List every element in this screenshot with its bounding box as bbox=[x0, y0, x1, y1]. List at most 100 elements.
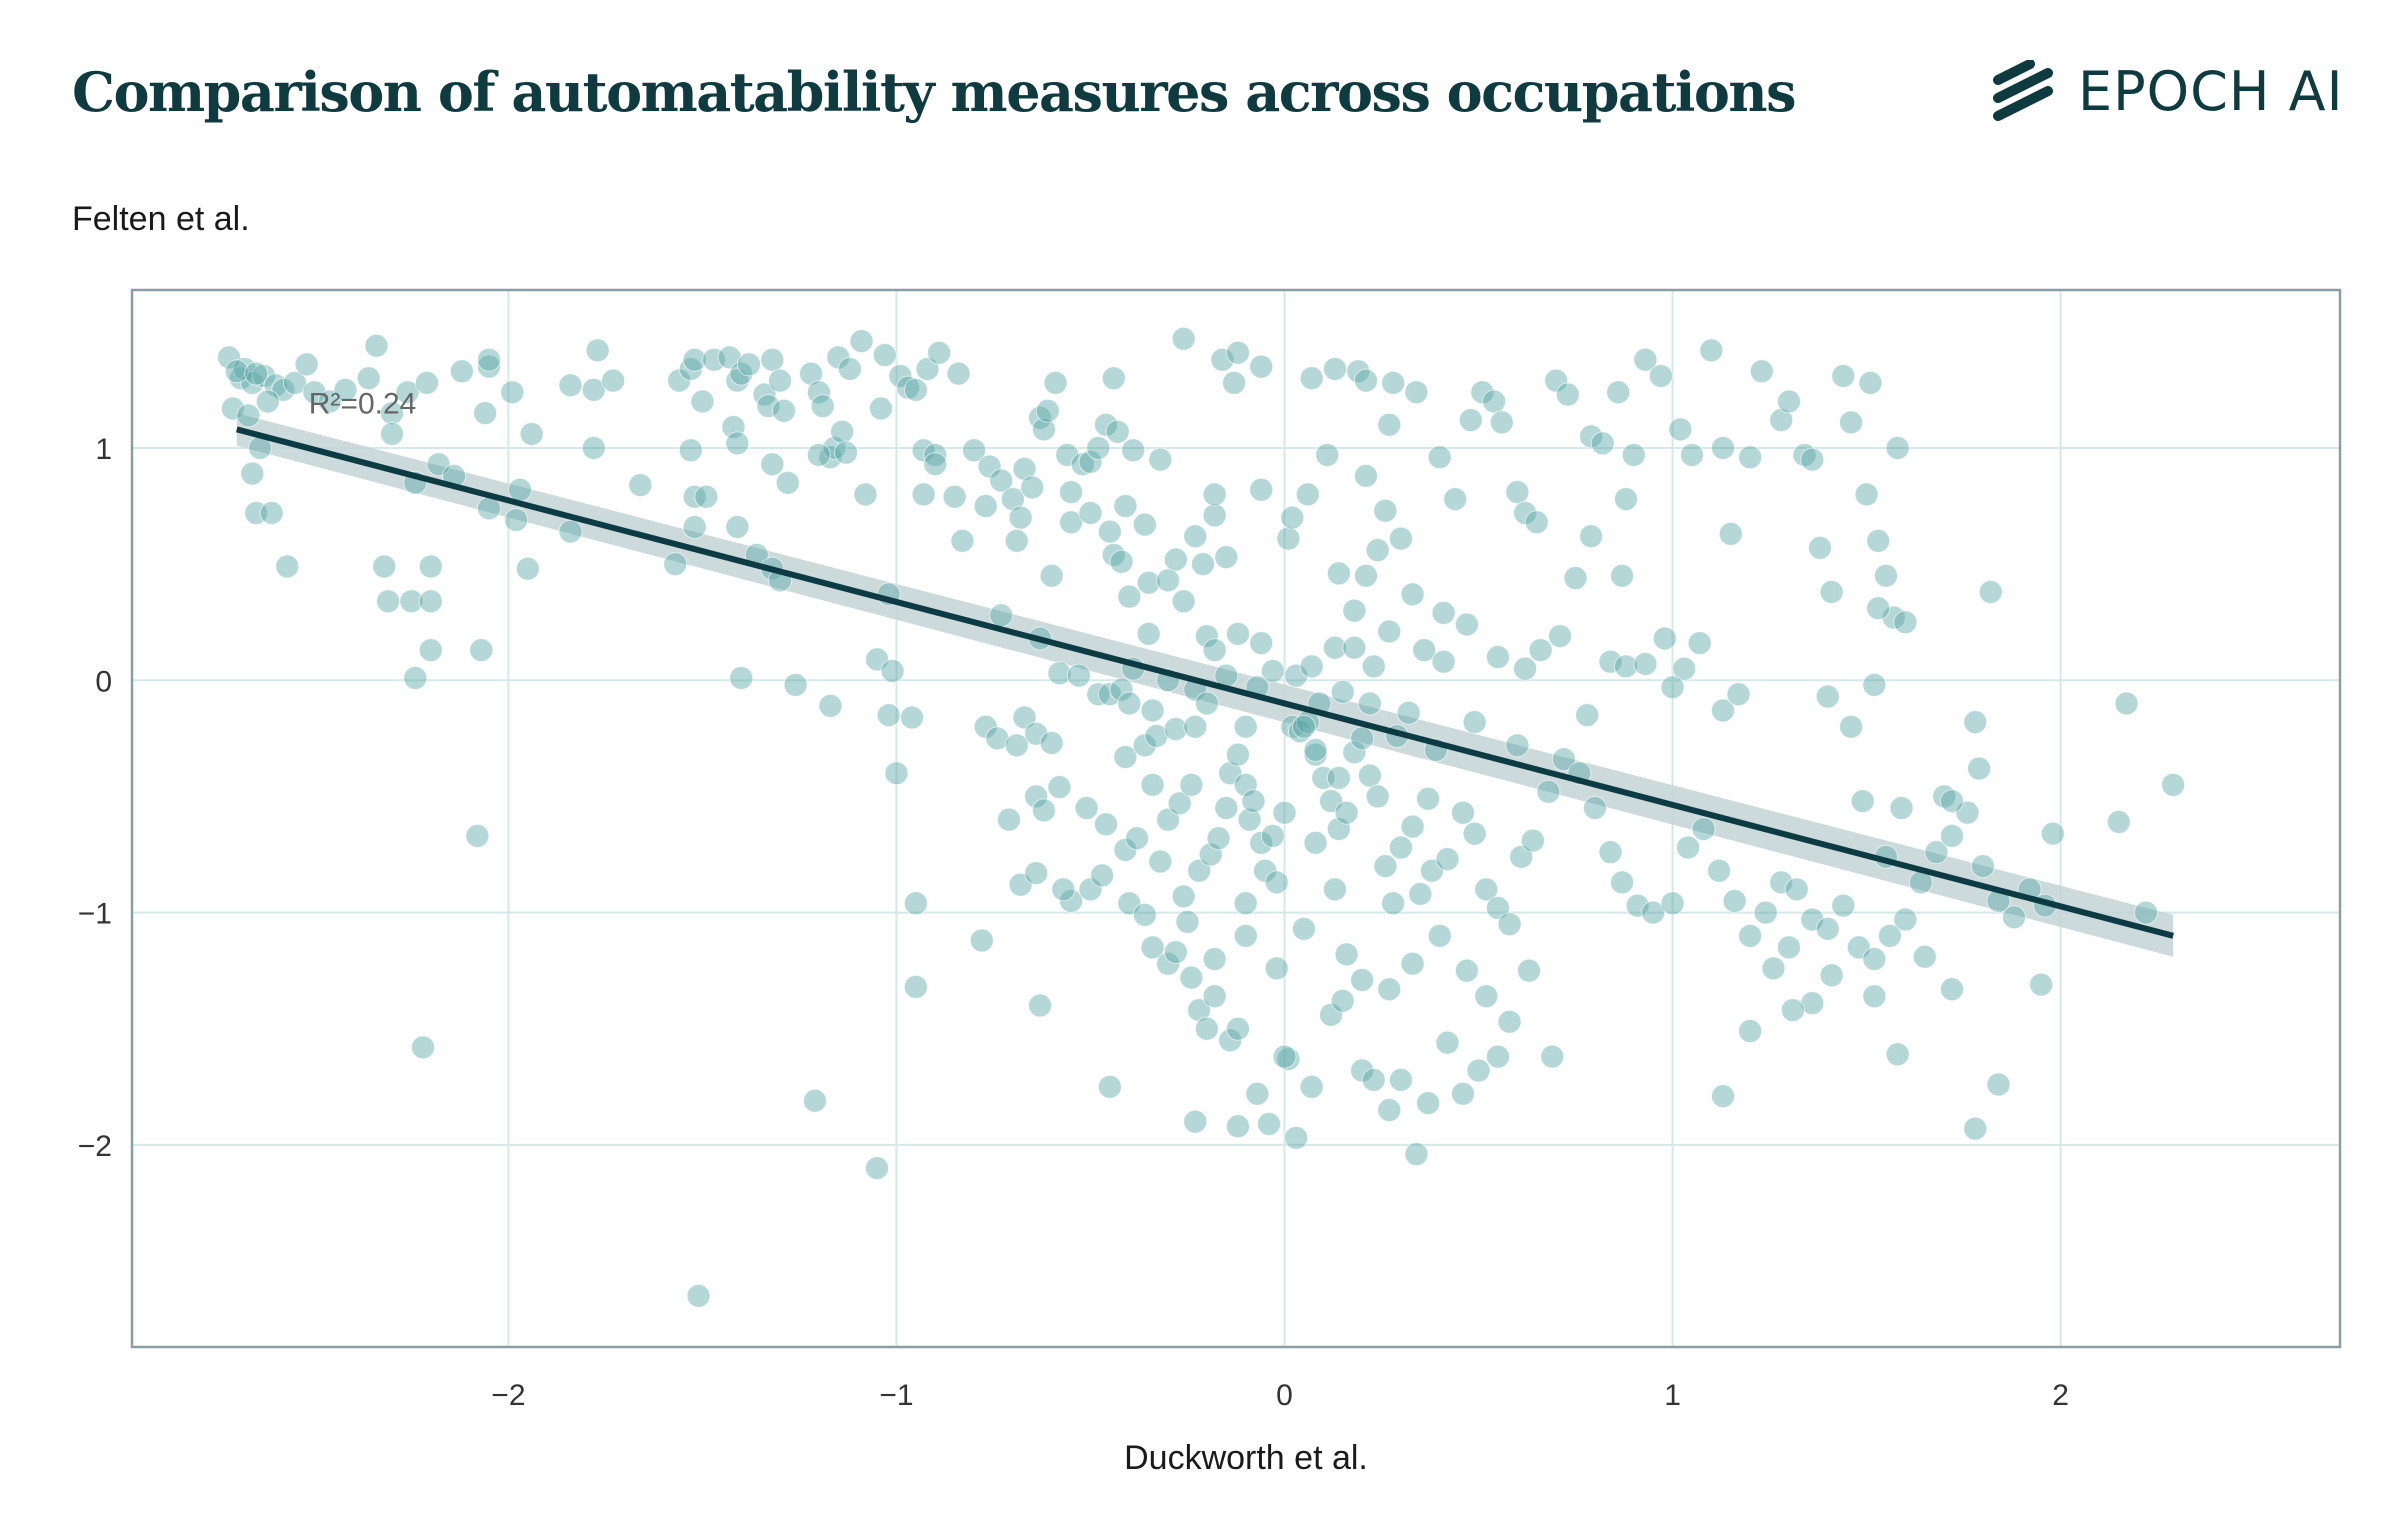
data-point bbox=[1831, 893, 1856, 918]
data-point bbox=[1932, 784, 1957, 809]
data-point bbox=[1256, 1111, 1281, 1136]
data-point bbox=[1148, 849, 1173, 874]
data-point bbox=[465, 823, 490, 848]
data-point bbox=[515, 556, 540, 581]
data-point bbox=[1361, 654, 1386, 679]
data-point bbox=[1024, 721, 1049, 746]
epoch-logo[interactable]: EPOCH AI bbox=[1990, 58, 2344, 124]
data-point bbox=[255, 389, 280, 414]
data-point bbox=[1482, 389, 1507, 414]
data-point bbox=[1163, 547, 1188, 572]
data-point bbox=[1330, 679, 1355, 704]
data-point bbox=[1404, 1142, 1429, 1167]
data-point bbox=[1218, 1028, 1243, 1053]
data-point bbox=[418, 638, 443, 663]
data-point bbox=[1222, 370, 1247, 395]
data-point bbox=[1885, 435, 1910, 460]
data-point bbox=[1738, 445, 1763, 470]
data-point bbox=[1536, 779, 1561, 804]
data-point bbox=[1140, 772, 1165, 797]
data-point bbox=[1485, 895, 1510, 920]
data-point bbox=[1718, 521, 1743, 546]
data-point bbox=[1939, 789, 1964, 814]
data-point bbox=[414, 370, 439, 395]
data-point bbox=[1381, 891, 1406, 916]
data-point bbox=[1334, 800, 1359, 825]
data-point bbox=[1031, 417, 1056, 442]
data-point bbox=[1035, 398, 1060, 423]
data-point bbox=[923, 442, 948, 467]
data-point bbox=[663, 552, 688, 577]
data-point bbox=[725, 368, 750, 393]
data-point bbox=[768, 368, 793, 393]
data-point bbox=[1412, 638, 1437, 663]
data-point bbox=[1641, 900, 1666, 925]
data-point bbox=[760, 452, 785, 477]
data-point bbox=[1761, 956, 1786, 981]
data-point bbox=[1625, 893, 1650, 918]
data-point bbox=[477, 354, 502, 379]
data-point bbox=[1986, 1072, 2011, 1097]
data-point bbox=[411, 1035, 436, 1060]
data-point bbox=[1105, 419, 1130, 444]
data-point bbox=[1008, 505, 1033, 530]
data-point bbox=[1303, 830, 1328, 855]
data-point bbox=[1194, 1016, 1219, 1041]
data-point bbox=[1377, 977, 1402, 1002]
data-point bbox=[1144, 724, 1169, 749]
data-point bbox=[1528, 638, 1553, 663]
data-point bbox=[717, 345, 742, 370]
data-point bbox=[1249, 354, 1274, 379]
data-point bbox=[1513, 656, 1538, 681]
data-point bbox=[1862, 984, 1887, 1009]
data-point bbox=[1299, 366, 1324, 391]
data-point bbox=[702, 347, 727, 372]
grid-lines bbox=[132, 290, 2340, 1347]
data-point bbox=[1059, 480, 1084, 505]
data-point bbox=[1194, 691, 1219, 716]
data-point bbox=[1264, 956, 1289, 981]
data-point bbox=[519, 422, 544, 447]
data-point bbox=[903, 891, 928, 916]
data-point bbox=[240, 461, 265, 486]
data-point bbox=[395, 380, 420, 405]
data-point bbox=[729, 665, 754, 690]
data-point bbox=[1381, 370, 1406, 395]
data-point bbox=[1400, 814, 1425, 839]
data-point bbox=[1711, 435, 1736, 460]
data-point bbox=[1939, 823, 1964, 848]
data-point bbox=[1877, 923, 1902, 948]
data-point bbox=[915, 356, 940, 381]
data-point bbox=[1858, 370, 1883, 395]
data-point bbox=[1070, 452, 1095, 477]
data-point bbox=[2002, 905, 2027, 930]
data-point bbox=[1028, 993, 1053, 1018]
r-squared-annotation: R²=0.24 bbox=[309, 387, 417, 420]
data-point bbox=[911, 482, 936, 507]
data-point bbox=[1342, 740, 1367, 765]
data-point bbox=[1485, 645, 1510, 670]
x-tick-label: 2 bbox=[2052, 1379, 2069, 1412]
data-point bbox=[1276, 1046, 1301, 1071]
data-point bbox=[1474, 984, 1499, 1009]
y-tick-label: −1 bbox=[78, 898, 112, 931]
data-point bbox=[1749, 359, 1774, 384]
data-point bbox=[756, 394, 781, 419]
data-point bbox=[1214, 796, 1239, 821]
data-point bbox=[1288, 719, 1313, 744]
data-point bbox=[302, 380, 327, 405]
data-point bbox=[2133, 900, 2158, 925]
data-point bbox=[880, 658, 905, 683]
data-point bbox=[1074, 796, 1099, 821]
data-point bbox=[1322, 356, 1347, 381]
y-tick-label: 1 bbox=[95, 433, 112, 466]
data-point bbox=[1575, 703, 1600, 728]
data-point bbox=[729, 361, 754, 386]
data-point bbox=[1873, 563, 1898, 588]
data-point bbox=[1462, 821, 1487, 846]
data-point bbox=[1163, 940, 1188, 965]
data-point bbox=[418, 554, 443, 579]
data-point bbox=[876, 703, 901, 728]
data-point bbox=[1039, 731, 1064, 755]
data-point bbox=[1808, 535, 1833, 560]
